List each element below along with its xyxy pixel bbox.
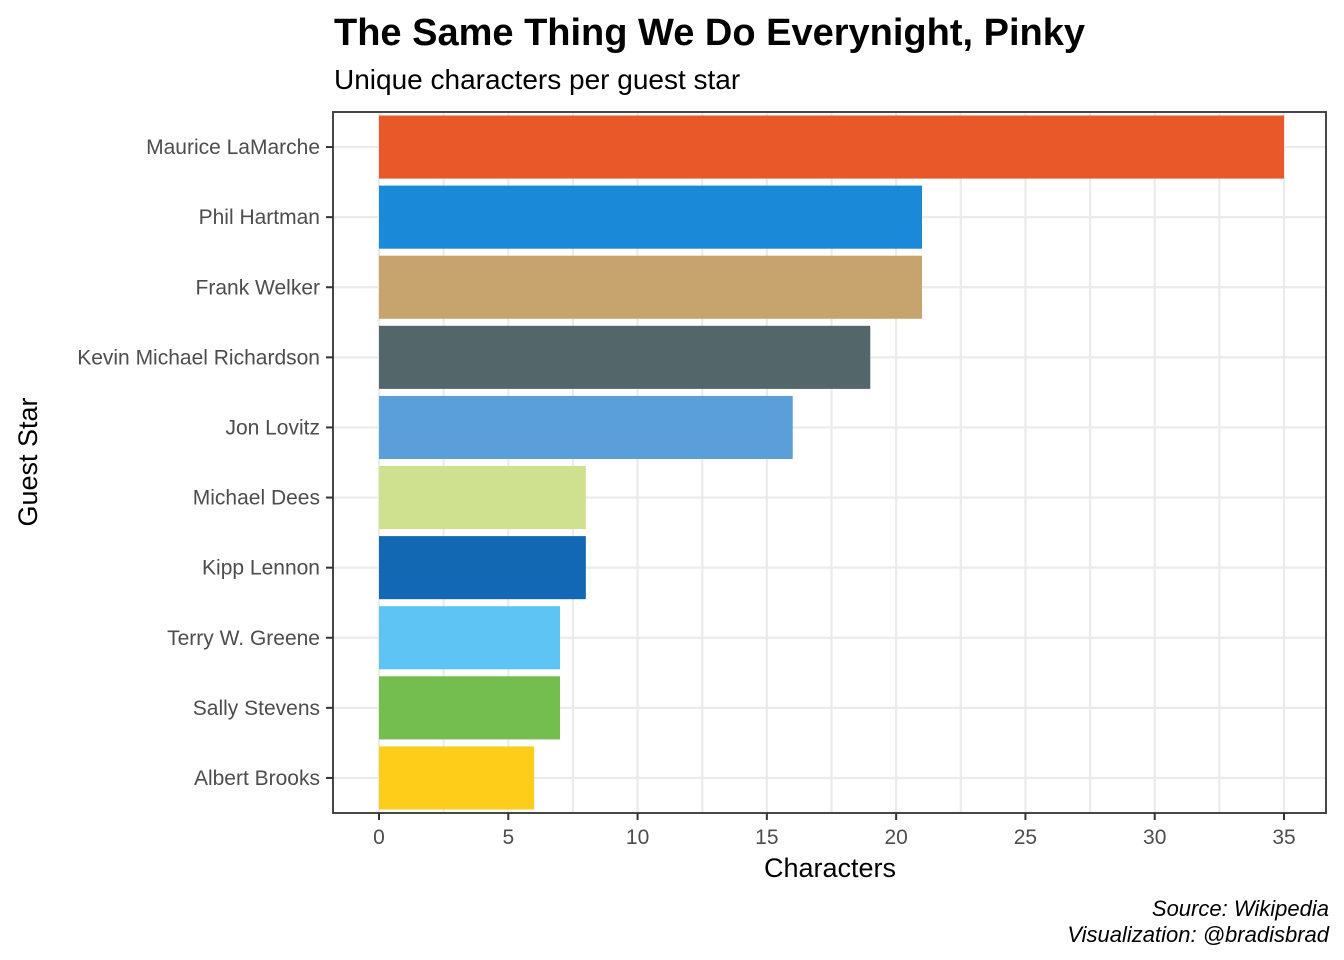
plot-panel-border [332, 111, 1327, 814]
y-tick-label: Sally Stevens [193, 697, 320, 720]
x-tick-label: 5 [502, 826, 514, 849]
bars [379, 115, 1284, 810]
bar [379, 115, 1284, 179]
y-tick-label: Michael Dees [193, 487, 320, 510]
bar [379, 395, 793, 459]
chart-title: The Same Thing We Do Everynight, Pinky [334, 12, 1085, 54]
bar [379, 255, 922, 319]
bar [379, 325, 871, 389]
x-tick-label: 30 [1143, 826, 1166, 849]
y-tick-label: Jon Lovitz [225, 416, 320, 439]
x-tick-label: 35 [1272, 826, 1295, 849]
y-tick-label: Terry W. Greene [167, 627, 320, 650]
x-axis: 0 5 10 15 20 25 30 35 [373, 813, 1296, 849]
caption-source: Source: Wikipedia [1152, 896, 1329, 921]
y-tick-label: Kipp Lennon [202, 557, 320, 580]
y-tick-label: Kevin Michael Richardson [77, 346, 320, 369]
caption-credit: Visualization: @bradisbrad [1067, 922, 1329, 947]
y-tick-label: Frank Welker [196, 276, 320, 299]
x-tick-label: 0 [373, 826, 385, 849]
bar [379, 606, 560, 670]
y-tick-label: Albert Brooks [194, 767, 320, 790]
bar [379, 466, 586, 530]
x-tick-label: 20 [884, 826, 907, 849]
y-tick-label: Maurice LaMarche [146, 136, 320, 159]
x-tick-label: 25 [1014, 826, 1037, 849]
y-tick-label: Phil Hartman [199, 206, 320, 229]
bar [379, 676, 560, 740]
bar [379, 746, 535, 810]
x-tick-label: 15 [755, 826, 778, 849]
bar [379, 536, 586, 600]
x-tick-label: 10 [626, 826, 649, 849]
bar [379, 185, 922, 249]
y-axis: Maurice LaMarche Phil Hartman Frank Welker… [77, 136, 333, 790]
chart-subtitle: Unique characters per guest star [334, 64, 740, 95]
y-axis-title: Guest Star [13, 397, 43, 526]
x-axis-title: Characters [764, 853, 896, 883]
